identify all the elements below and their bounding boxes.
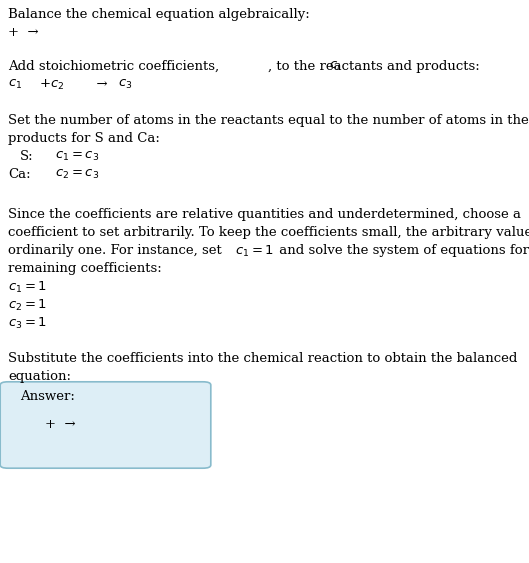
Text: $c_2 = 1$: $c_2 = 1$ <box>8 298 47 313</box>
Text: coefficient to set arbitrarily. To keep the coefficients small, the arbitrary va: coefficient to set arbitrarily. To keep … <box>8 226 529 239</box>
Text: S:: S: <box>20 150 34 163</box>
Text: Since the coefficients are relative quantities and underdetermined, choose a: Since the coefficients are relative quan… <box>8 208 521 221</box>
Text: $c_i$: $c_i$ <box>329 60 341 73</box>
Text: Add stoichiometric coefficients,: Add stoichiometric coefficients, <box>8 60 223 73</box>
Text: $c_3$: $c_3$ <box>118 78 132 91</box>
Text: , to the reactants and products:: , to the reactants and products: <box>268 60 480 73</box>
Text: +  →: + → <box>8 26 39 39</box>
Text: and solve the system of equations for the: and solve the system of equations for th… <box>275 244 529 257</box>
Text: remaining coefficients:: remaining coefficients: <box>8 262 162 275</box>
Text: Set the number of atoms in the reactants equal to the number of atoms in the: Set the number of atoms in the reactants… <box>8 114 529 127</box>
Text: +  →: + → <box>45 418 76 431</box>
Text: Ca:: Ca: <box>8 168 31 181</box>
Text: $c_1$: $c_1$ <box>8 78 22 91</box>
Text: Balance the chemical equation algebraically:: Balance the chemical equation algebraica… <box>8 8 310 21</box>
Text: $c_1 = 1$: $c_1 = 1$ <box>235 244 275 259</box>
Text: equation:: equation: <box>8 370 71 383</box>
Text: Answer:: Answer: <box>20 390 75 403</box>
Text: Substitute the coefficients into the chemical reaction to obtain the balanced: Substitute the coefficients into the che… <box>8 352 517 365</box>
Text: products for S and Ca:: products for S and Ca: <box>8 132 160 145</box>
Text: →: → <box>88 78 107 91</box>
FancyBboxPatch shape <box>0 382 211 468</box>
Text: ordinarily one. For instance, set: ordinarily one. For instance, set <box>8 244 226 257</box>
Text: $c_3 = 1$: $c_3 = 1$ <box>8 316 47 331</box>
Text: $c_1 = 1$: $c_1 = 1$ <box>8 280 47 295</box>
Text: $c_2 = c_3$: $c_2 = c_3$ <box>55 168 99 181</box>
Text: $+c_2$: $+c_2$ <box>35 78 65 92</box>
Text: $c_1 = c_3$: $c_1 = c_3$ <box>55 150 99 163</box>
